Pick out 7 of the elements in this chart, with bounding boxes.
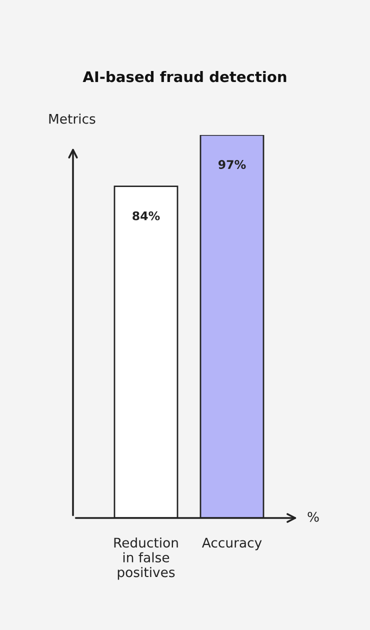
chart-title: AI-based fraud detection [82, 70, 286, 82]
x-axis-title: % [308, 512, 319, 522]
data-label: 84% [132, 211, 160, 220]
x-tick-label: Accuracy [202, 538, 262, 550]
x-tick-label: Reduction in false positives [114, 537, 178, 580]
y-axis-title: Metrics [49, 114, 96, 124]
data-label: 97% [218, 160, 246, 169]
